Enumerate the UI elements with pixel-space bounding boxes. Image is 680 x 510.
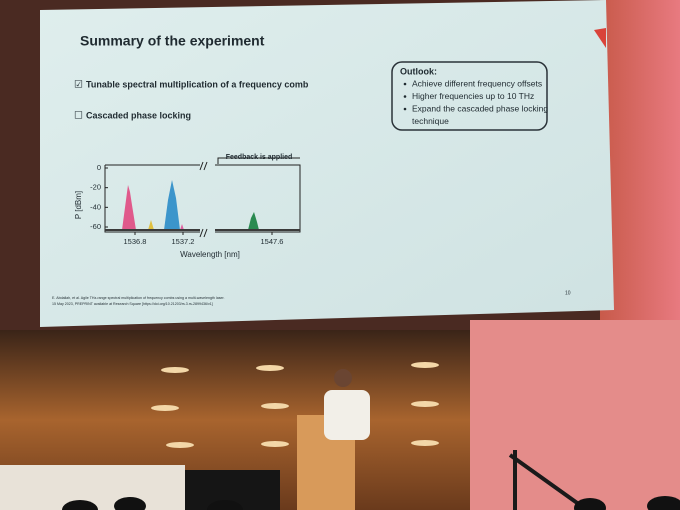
right-wall <box>470 320 680 510</box>
outlook-item: technique <box>412 116 449 126</box>
speaker-body <box>324 390 370 440</box>
side-wall <box>600 0 680 340</box>
y-tick-label: 0 <box>97 163 101 172</box>
outlook-title: Outlook: <box>400 66 437 76</box>
axes-right <box>215 164 301 233</box>
feedback-bracket <box>217 157 300 164</box>
footnote: 15 May 2023, PREPRINT available at Resea… <box>52 302 213 306</box>
outlook-box <box>391 61 548 131</box>
slide-content: Summary of the experiment ☑ Tunable spec… <box>52 33 571 306</box>
bullet: Cascaded phase locking <box>86 110 191 120</box>
outlook-item: Expand the cascaded phase locking <box>412 103 548 113</box>
ceiling-lights <box>151 362 439 448</box>
slide-accent <box>594 28 606 48</box>
bullet-dot <box>403 95 407 98</box>
axis-break <box>199 161 208 238</box>
spectrum-illustration <box>105 180 300 231</box>
x-tick-label: 1547.6 <box>261 237 284 246</box>
y-tick-label: -20 <box>90 183 101 192</box>
panel-table <box>0 465 185 510</box>
bullet-dot <box>403 107 407 111</box>
audience <box>62 496 680 510</box>
outlook-list: Achieve different frequency offsets Highe… <box>403 78 548 126</box>
x-tick-label: 1536.8 <box>124 237 147 246</box>
footnote: E. Abdallah, et al. Agile THz-range spec… <box>52 296 225 300</box>
x-tick-label: 1537.2 <box>172 237 195 246</box>
checkbox: ☐ <box>74 111 83 122</box>
slide <box>40 0 614 327</box>
ticks: 0 -20 -40 -60 1536.8 1537.2 1547.6 <box>90 163 283 246</box>
railing <box>508 450 582 510</box>
annotation: Feedback is applied <box>226 154 293 161</box>
bullet: Tunable spectral multiplication of a fre… <box>86 79 309 89</box>
bullet-dot <box>403 82 407 86</box>
slide-title: Summary of the experiment <box>80 33 265 49</box>
outlook-item: Achieve different frequency offsets <box>412 78 542 88</box>
checkbox-checked: ☑ <box>74 80 83 91</box>
page-number: 10 <box>565 290 571 296</box>
x-axis-label: Wavelength [nm] <box>180 250 240 259</box>
y-axis-label: P [dBm] <box>74 191 83 219</box>
speaker-head <box>334 369 352 387</box>
y-tick-label: -40 <box>90 202 101 211</box>
y-tick-label: -60 <box>90 222 101 231</box>
outlook-item: Higher frequencies up to 10 THz <box>412 91 534 101</box>
